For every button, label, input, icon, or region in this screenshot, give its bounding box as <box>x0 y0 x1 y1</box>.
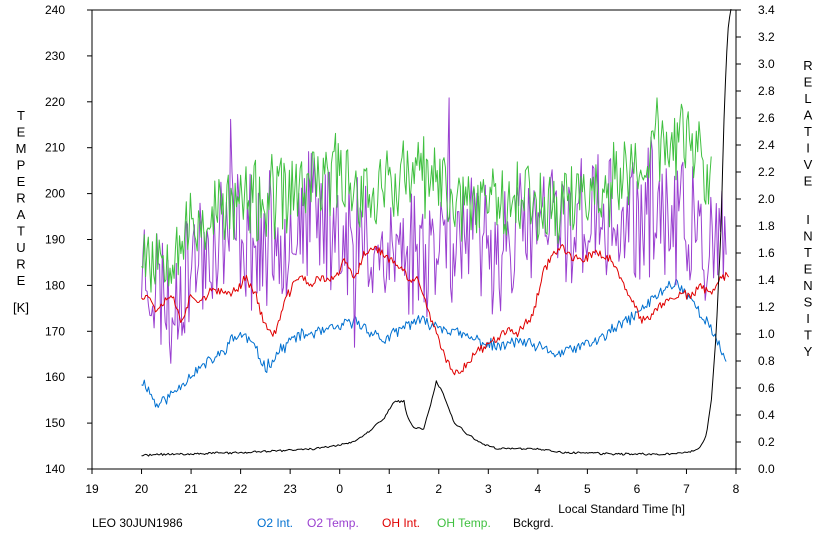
y-right-tick-label: 0.4 <box>758 408 775 422</box>
y-right-label-letter: L <box>804 91 811 106</box>
y-left-label-letter: E <box>17 174 26 189</box>
y-right-tick-label: 2.2 <box>758 165 775 179</box>
y-left-label-letter: R <box>16 191 25 206</box>
series-line-4 <box>141 9 732 457</box>
x-tick-label: 1 <box>386 482 393 496</box>
x-tick-label: 6 <box>634 482 641 496</box>
legend-entry: O2 Int. <box>257 516 293 530</box>
x-tick-label: 0 <box>336 482 343 496</box>
legend-entry: Bckgrd. <box>513 516 554 530</box>
y-right-label-letter: N <box>803 229 812 244</box>
y-left-label-letter: R <box>16 257 25 272</box>
x-tick-label: 19 <box>85 482 99 496</box>
y-left-tick-label: 190 <box>45 233 65 247</box>
x-axis-label: Local Standard Time [h] <box>558 502 685 516</box>
y-right-label-letter: T <box>804 124 812 139</box>
x-axis: 19 20 21 22 23 0 1 2 3 4 5 6 7 8 <box>85 469 740 496</box>
y-right-tick-label: 1.2 <box>758 300 775 314</box>
legend-entry: OH Temp. <box>437 516 491 530</box>
y-right-label-letter: S <box>804 295 813 310</box>
x-tick-label: 3 <box>485 482 492 496</box>
y-right-label-letter: T <box>804 245 812 260</box>
y-right-tick-label: 0.0 <box>758 462 775 476</box>
y-right-label-letter: T <box>804 328 812 343</box>
y-right-tick-label: 0.8 <box>758 354 775 368</box>
y-right-tick-label: 1.0 <box>758 327 775 341</box>
x-tick-label: 7 <box>683 482 690 496</box>
legend-entry: OH Int. <box>382 516 420 530</box>
y-left-tick-label: 200 <box>45 187 65 201</box>
x-tick-label: 22 <box>234 482 248 496</box>
y-right-label-letter: Y <box>804 344 813 359</box>
y-right-label-letter: I <box>806 212 810 227</box>
y-right-label-letter: I <box>806 311 810 326</box>
x-tick-label: 21 <box>184 482 198 496</box>
y-left-tick-label: 150 <box>45 416 65 430</box>
y-right-label-letter: E <box>804 262 813 277</box>
x-tick-label: 23 <box>283 482 297 496</box>
y-left-label-letter: T <box>17 108 25 123</box>
y-right-label-letter: N <box>803 278 812 293</box>
y-axis-right: 0.0 0.2 0.4 0.6 0.8 1.0 1.2 1.4 1.6 1.8 2.0 2.2 2.4 2… <box>736 3 775 476</box>
y-right-tick-label: 0.2 <box>758 435 775 449</box>
y-left-tick-label: 220 <box>45 95 65 109</box>
y-left-tick-label: 160 <box>45 370 65 384</box>
y-left-label-letter: T <box>17 224 25 239</box>
y-right-tick-label: 2.0 <box>758 192 775 206</box>
series-line-3 <box>141 97 712 293</box>
footer-label: LEO 30JUN1986 <box>92 516 183 530</box>
y-left-tick-label: 240 <box>45 3 65 17</box>
y-left-tick-label: 230 <box>45 49 65 63</box>
x-tick-label: 5 <box>584 482 591 496</box>
series-line-1 <box>141 97 727 364</box>
y-left-label-letter: E <box>17 273 26 288</box>
y-axis-left: 140 150 160 170 180 190 200 210 220 230 240 <box>45 3 92 476</box>
x-tick-label: 20 <box>135 482 149 496</box>
y-axis-left-unit: [K] <box>13 300 29 315</box>
y-right-label-letter: E <box>804 174 813 189</box>
y-right-label-letter: A <box>804 108 813 123</box>
y-right-tick-label: 3.0 <box>758 57 775 71</box>
y-right-tick-label: 2.4 <box>758 138 775 152</box>
y-left-label-letter: E <box>17 125 26 140</box>
y-right-tick-label: 2.6 <box>758 111 775 125</box>
y-right-label-letter: V <box>804 157 813 172</box>
y-right-label-letter: R <box>803 58 812 73</box>
y-right-tick-label: 1.8 <box>758 219 775 233</box>
x-tick-label: 8 <box>733 482 740 496</box>
y-left-label-letter: U <box>16 240 25 255</box>
y-right-tick-label: 1.4 <box>758 273 775 287</box>
y-right-tick-label: 0.6 <box>758 381 775 395</box>
legend: O2 Int. O2 Temp. OH Int. OH Temp. Bckgrd. <box>257 516 554 530</box>
legend-entry: O2 Temp. <box>307 516 359 530</box>
y-right-tick-label: 3.2 <box>758 30 775 44</box>
y-left-tick-label: 180 <box>45 278 65 292</box>
series-line-0 <box>141 278 727 408</box>
y-left-label-letter: P <box>17 158 26 173</box>
y-left-tick-label: 210 <box>45 141 65 155</box>
y-left-label-letter: A <box>17 207 26 222</box>
y-right-tick-label: 1.6 <box>758 246 775 260</box>
y-right-label-letter: E <box>804 75 813 90</box>
x-tick-label: 4 <box>535 482 542 496</box>
y-left-tick-label: 140 <box>45 462 65 476</box>
y-left-tick-label: 170 <box>45 324 65 338</box>
x-tick-label: 2 <box>435 482 442 496</box>
series-layer <box>141 9 732 457</box>
series-line-2 <box>141 244 730 376</box>
y-right-tick-label: 2.8 <box>758 84 775 98</box>
y-right-label-letter: I <box>806 141 810 156</box>
y-right-tick-label: 3.4 <box>758 3 775 17</box>
y-left-label-letter: M <box>16 141 27 156</box>
